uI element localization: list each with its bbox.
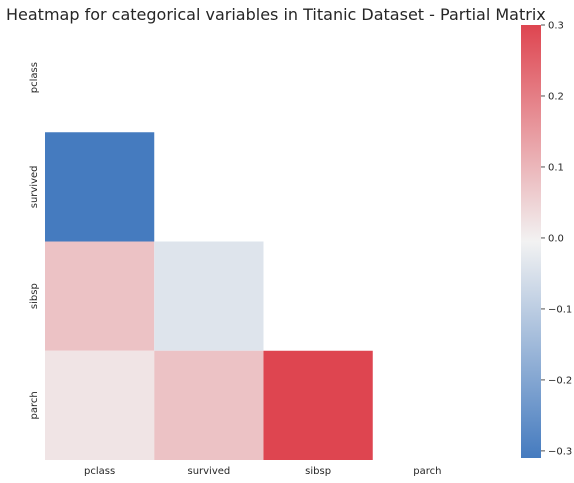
- colorbar-tick-label: 0.1: [548, 162, 564, 173]
- heatmap-cell-parch-pclass: [45, 350, 155, 460]
- heatmap-cell-parch-sibsp: [263, 350, 373, 460]
- heatmap-cell-parch-survived: [154, 350, 264, 460]
- y-tick-label-pclass: pclass: [29, 62, 40, 93]
- colorbar-tick-label: −0.3: [548, 446, 572, 457]
- y-tick-label-survived: survived: [29, 165, 40, 208]
- heatmap-cells: [45, 132, 373, 460]
- colorbar-gradient: [521, 25, 541, 458]
- colorbar: 0.3 0.2 0.1 0.0 −0.1 −0.2 −0.3: [521, 21, 572, 458]
- colorbar-tick-label: 0.3: [548, 21, 564, 32]
- chart-title: Heatmap for categorical variables in Tit…: [6, 5, 546, 24]
- y-tick-label-parch: parch: [29, 391, 40, 419]
- colorbar-tick-label: −0.1: [548, 304, 572, 315]
- x-tick-label-sibsp: sibsp: [305, 466, 331, 477]
- x-axis-ticks: pclass survived sibsp parch: [84, 466, 441, 477]
- colorbar-tick-label: 0.2: [548, 91, 564, 102]
- y-tick-label-sibsp: sibsp: [29, 283, 40, 309]
- colorbar-tick-label: −0.2: [548, 375, 572, 386]
- heatmap-cell-survived-pclass: [45, 132, 155, 242]
- x-tick-label-survived: survived: [187, 466, 230, 477]
- x-tick-label-pclass: pclass: [84, 466, 115, 477]
- colorbar-tick-label: 0.0: [548, 233, 564, 244]
- heatmap-cell-sibsp-survived: [154, 241, 264, 351]
- heatmap-cell-sibsp-pclass: [45, 241, 155, 351]
- y-axis-ticks: pclass survived sibsp parch: [29, 62, 40, 419]
- x-tick-label-parch: parch: [413, 466, 441, 477]
- colorbar-ticks: 0.3 0.2 0.1 0.0 −0.1 −0.2 −0.3: [541, 21, 572, 457]
